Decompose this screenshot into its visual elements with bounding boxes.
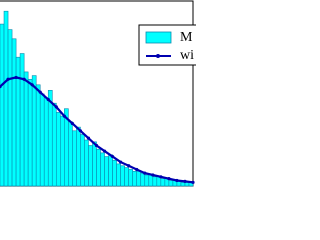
bar [132,170,138,187]
line-marker [167,177,171,181]
bar [136,170,142,187]
line-marker [110,154,115,159]
bar [35,84,41,187]
line-marker [30,83,34,87]
plot-area [0,10,195,187]
bar [96,148,101,187]
legend-marker [156,54,160,58]
line-marker [135,167,139,172]
bar [43,97,49,187]
bar [92,141,97,187]
bar [108,154,113,187]
bar [80,134,85,187]
line-marker [119,160,123,164]
line-marker [6,77,10,81]
bar [104,156,109,187]
bar [116,163,121,187]
legend-patch [145,31,172,44]
bar [31,75,37,187]
line-marker [102,149,107,153]
line-marker [151,173,155,177]
bar [3,10,9,187]
bar [11,38,17,187]
line-marker [54,105,58,109]
line-marker [143,171,147,175]
legend-label: M [180,30,193,45]
line-marker [14,75,18,80]
line-marker [175,178,179,183]
bar [124,167,129,187]
bar [55,112,61,187]
line-marker [86,136,91,140]
bar [88,145,93,187]
bar [39,93,45,187]
bar [140,172,146,187]
bar [168,180,174,187]
bar [152,176,158,187]
line-marker [78,129,83,133]
bar [60,115,65,187]
bar [51,102,57,187]
line-marker [0,85,2,89]
legend: M wi [138,24,196,66]
line-marker [127,164,131,168]
line-marker [159,175,163,179]
bar [23,71,29,187]
bar [7,29,13,187]
bar [112,159,117,187]
bar [76,126,81,187]
line-marker [183,179,187,183]
line-marker [22,77,26,81]
line-marker [70,121,74,126]
bar [72,130,77,187]
bar [160,178,166,187]
bar [27,78,33,187]
line-marker [38,90,42,94]
bar [148,174,154,187]
bar [19,53,25,187]
bar [100,152,105,187]
line-marker [62,114,66,118]
line-marker [191,180,195,184]
legend-label: wi [180,48,194,63]
bar [128,169,133,187]
bar [120,165,125,187]
line-marker [94,143,99,148]
bar [144,174,150,187]
bar [47,90,53,187]
chart: M wi [0,0,196,187]
line-marker [46,97,50,102]
bar [0,23,5,187]
bar [68,121,73,187]
bar [84,139,89,187]
